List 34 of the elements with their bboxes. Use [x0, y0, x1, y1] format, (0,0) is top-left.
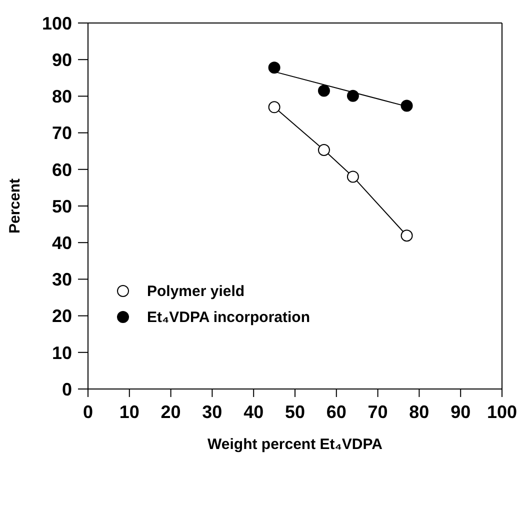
y-tick-label: 10: [52, 342, 72, 363]
x-tick-label: 20: [160, 402, 181, 422]
legend-label: Polymer yield: [147, 282, 245, 300]
x-tick-label: 0: [82, 402, 94, 422]
y-tick-label: 90: [52, 50, 72, 70]
point: [400, 230, 413, 242]
x-tick-label: 50: [284, 402, 306, 422]
x-tick-label: 100: [486, 402, 518, 422]
legend-label: Et₄VDPA incorporation: [147, 308, 310, 326]
y-tick-label: 50: [52, 196, 72, 216]
y-tick-label: 100: [42, 13, 72, 34]
y-tick-label: 80: [52, 86, 72, 107]
x-tick-label: 10: [119, 402, 140, 422]
point: [400, 100, 413, 112]
y-tick-label: 70: [52, 123, 72, 144]
point: [318, 144, 330, 156]
point: [346, 90, 359, 102]
point: [346, 170, 359, 183]
y-tick-label: 30: [52, 270, 72, 290]
x-tick-label: 70: [368, 402, 388, 422]
x-axis-title: Weight percent Et₄VDPA: [208, 436, 383, 453]
x-tick-label: 40: [244, 402, 264, 422]
x-tick-label: 80: [409, 402, 430, 422]
y-tick-label: 60: [52, 160, 72, 180]
point: [318, 84, 330, 97]
y-tick-label: 40: [52, 232, 72, 253]
x-tick-label: 30: [202, 402, 222, 422]
x-tick-label: 90: [450, 402, 471, 422]
y-tick-label: 20: [52, 306, 72, 326]
point: [268, 101, 280, 114]
x-tick-label: 60: [326, 402, 346, 422]
point: [268, 62, 280, 74]
y-axis-title: Percent: [6, 178, 24, 234]
y-tick-label: 0: [62, 379, 72, 400]
